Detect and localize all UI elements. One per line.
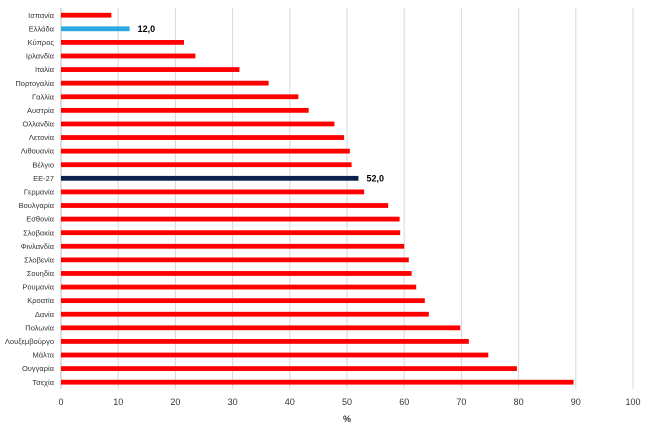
category-label: Ελλάδα (29, 24, 55, 33)
category-label: Σλοβενία (24, 255, 55, 264)
bar (61, 135, 345, 140)
bar (61, 271, 412, 276)
category-label: Σουηδία (27, 269, 55, 278)
x-tick-label: 90 (571, 397, 581, 407)
data-label: 12,0 (138, 24, 156, 34)
category-label: Σλοβακία (23, 228, 55, 237)
bar (61, 121, 335, 127)
category-label: Βουλγαρία (19, 201, 55, 210)
bar (61, 94, 299, 100)
category-label: Μάλτα (32, 351, 54, 360)
bar (61, 80, 269, 86)
bar (61, 12, 112, 18)
category-label: Λιθουανία (21, 147, 55, 156)
category-label: Γερμανία (24, 188, 55, 197)
category-label: Αυστρία (27, 106, 55, 115)
x-tick-label: 70 (456, 397, 466, 407)
category-label: Βέλγιο (32, 160, 54, 169)
bar (61, 379, 574, 385)
category-label: Ρουμανία (22, 283, 54, 292)
category-label: Ιρλανδία (26, 52, 55, 61)
bar (61, 189, 365, 195)
category-label: ΕΕ-27 (33, 174, 54, 183)
data-label: 52,0 (366, 174, 384, 184)
bars (61, 12, 574, 385)
x-tick-label: 100 (625, 397, 640, 407)
category-labels: Ισπανία Ελλάδα Κύπρος Ιρλανδία Ιταλία Πορτογα… (5, 11, 55, 387)
bar (61, 53, 196, 59)
bar (61, 26, 130, 32)
x-tick-label: 30 (228, 397, 238, 407)
category-label: Ουγγαρία (22, 364, 55, 373)
x-tick-labels: 0 10 20 30 40 50 60 70 80 90 100 (58, 397, 640, 407)
category-label: Κύπρος (28, 38, 55, 47)
bar (61, 216, 400, 222)
x-tick-label: 80 (514, 397, 524, 407)
bar (61, 257, 409, 263)
x-tick-label: 0 (58, 397, 63, 407)
bar (61, 284, 417, 290)
category-label: Φινλανδία (21, 242, 55, 251)
bar (61, 230, 401, 236)
x-tick-label: 50 (342, 397, 352, 407)
category-label: Τσεχία (32, 378, 54, 387)
bar (61, 175, 359, 181)
category-label: Λετονία (29, 133, 55, 142)
category-label: Ισπανία (28, 11, 55, 20)
category-label: Πορτογαλία (15, 79, 54, 88)
category-label: Λουξεμβούργο (5, 337, 54, 346)
bar (61, 67, 240, 72)
x-tick-label: 10 (113, 397, 123, 407)
bar (61, 339, 469, 344)
category-label: Δανία (35, 310, 55, 319)
bar (61, 311, 429, 317)
bar (61, 107, 309, 113)
bar (61, 39, 184, 45)
x-tick-label: 60 (399, 397, 409, 407)
bar (61, 325, 461, 331)
category-label: Εσθονία (26, 215, 54, 224)
bar (61, 243, 405, 249)
category-label: Ολλανδία (23, 120, 55, 129)
x-tick-label: 40 (285, 397, 295, 407)
data-labels: 12,0 52,0 (138, 24, 384, 184)
x-axis-title: % (343, 414, 351, 424)
bar (61, 203, 389, 208)
category-label: Κροατία (27, 296, 54, 305)
bar (61, 298, 425, 304)
category-label: Γαλλία (32, 92, 55, 101)
bar (61, 162, 352, 168)
gridlines (60, 8, 634, 389)
category-label: Ιταλία (35, 65, 55, 74)
bar (61, 148, 350, 154)
category-label: Πολωνία (25, 323, 54, 332)
bar (61, 366, 517, 372)
x-tick-label: 20 (170, 397, 180, 407)
bar (61, 352, 489, 358)
